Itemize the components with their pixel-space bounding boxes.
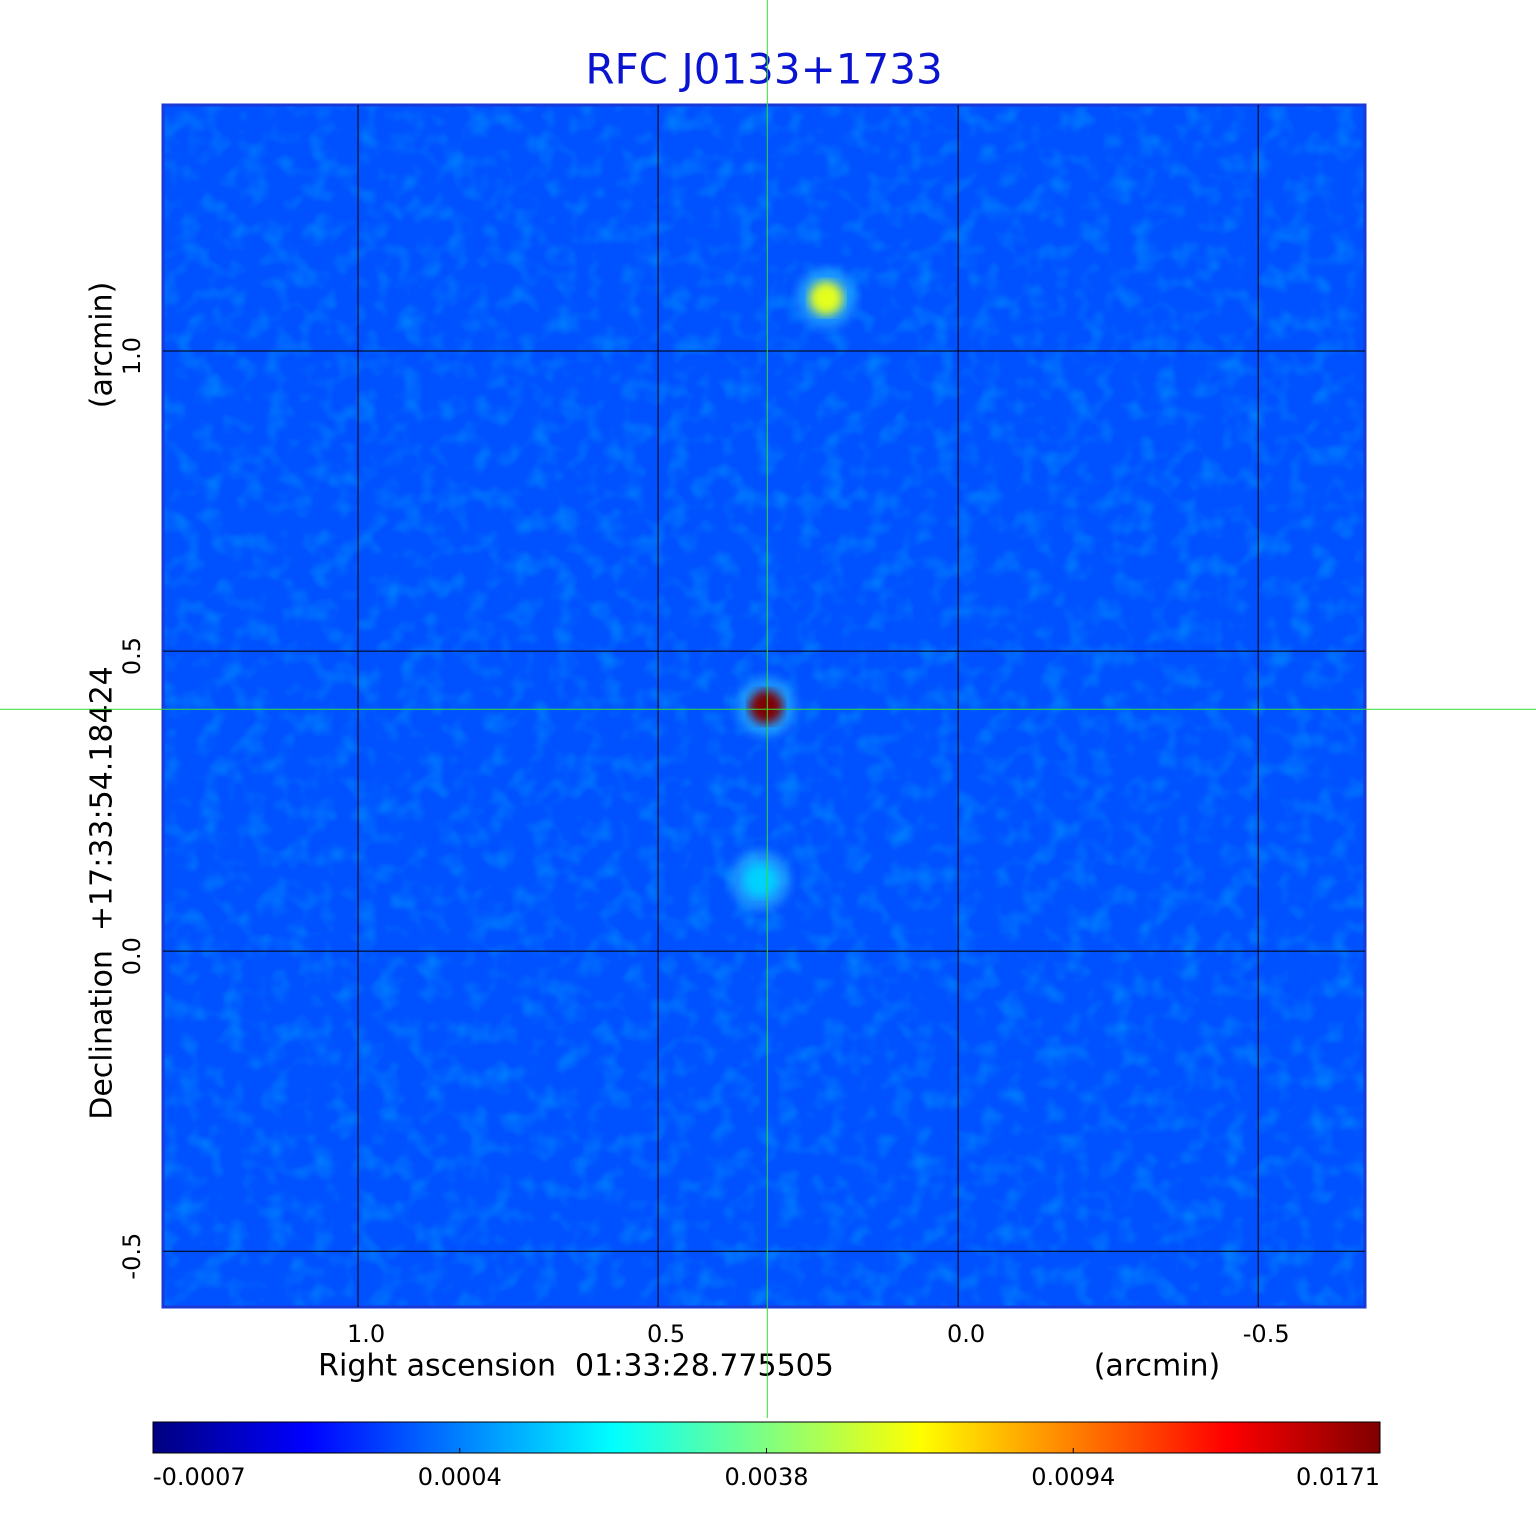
source <box>743 863 778 898</box>
chart-title: RFC J0133+1733 <box>585 45 942 94</box>
colorbar-tick-label: 0.0004 <box>418 1463 502 1491</box>
x-tick-label: 1.0 <box>347 1320 385 1348</box>
x-tick-label: 0.5 <box>647 1320 685 1348</box>
colorbar-tick-label: 0.0094 <box>1031 1463 1115 1491</box>
y-tick-label: 0.0 <box>118 937 146 975</box>
colorbar-tick-label: 0.0171 <box>1296 1463 1380 1491</box>
plot-frame <box>161 103 1367 1309</box>
colorbar-tick-label: 0.0038 <box>725 1463 809 1491</box>
y-tick-label: -0.5 <box>118 1233 146 1280</box>
x-tick-label: 0.0 <box>947 1320 985 1348</box>
x-tick-label: -0.5 <box>1243 1320 1290 1348</box>
y-axis-label: Declination +17:33:54.18424 <box>85 666 120 1120</box>
image-area <box>163 105 1365 1307</box>
y-tick-label: 1.0 <box>118 337 146 375</box>
source <box>749 689 784 724</box>
x-axis-unit: (arcmin) <box>1094 1349 1221 1384</box>
colorbar-tick-label: -0.0007 <box>153 1463 246 1491</box>
x-axis-label: Right ascension 01:33:28.775505 <box>318 1349 834 1384</box>
source <box>809 281 844 316</box>
y-tick-label: 0.5 <box>118 637 146 675</box>
y-axis-unit: (arcmin) <box>85 282 120 409</box>
